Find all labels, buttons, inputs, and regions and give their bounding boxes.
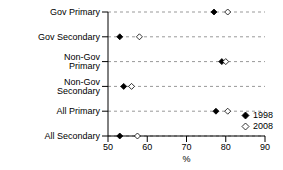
svg-text:All Primary: All Primary bbox=[56, 106, 100, 116]
svg-text:Gov Secondary: Gov Secondary bbox=[38, 32, 101, 42]
html-text:2008: 2008 bbox=[253, 121, 273, 131]
svg-text:All Secondary: All Secondary bbox=[44, 131, 100, 141]
svg-text:Gov Primary: Gov Primary bbox=[50, 8, 101, 17]
svg-text:50: 50 bbox=[103, 142, 113, 152]
svg-text:Non-GovSecondary: Non-GovSecondary bbox=[57, 77, 101, 96]
svg-text:60: 60 bbox=[142, 142, 152, 152]
svg-text:%: % bbox=[182, 154, 190, 162]
svg-text:90: 90 bbox=[260, 142, 270, 152]
svg-text:70: 70 bbox=[181, 142, 191, 152]
html-text:1998: 1998 bbox=[253, 110, 273, 120]
svg-text:80: 80 bbox=[221, 142, 231, 152]
svg-text:Non-GovPrimary: Non-GovPrimary bbox=[64, 52, 101, 71]
